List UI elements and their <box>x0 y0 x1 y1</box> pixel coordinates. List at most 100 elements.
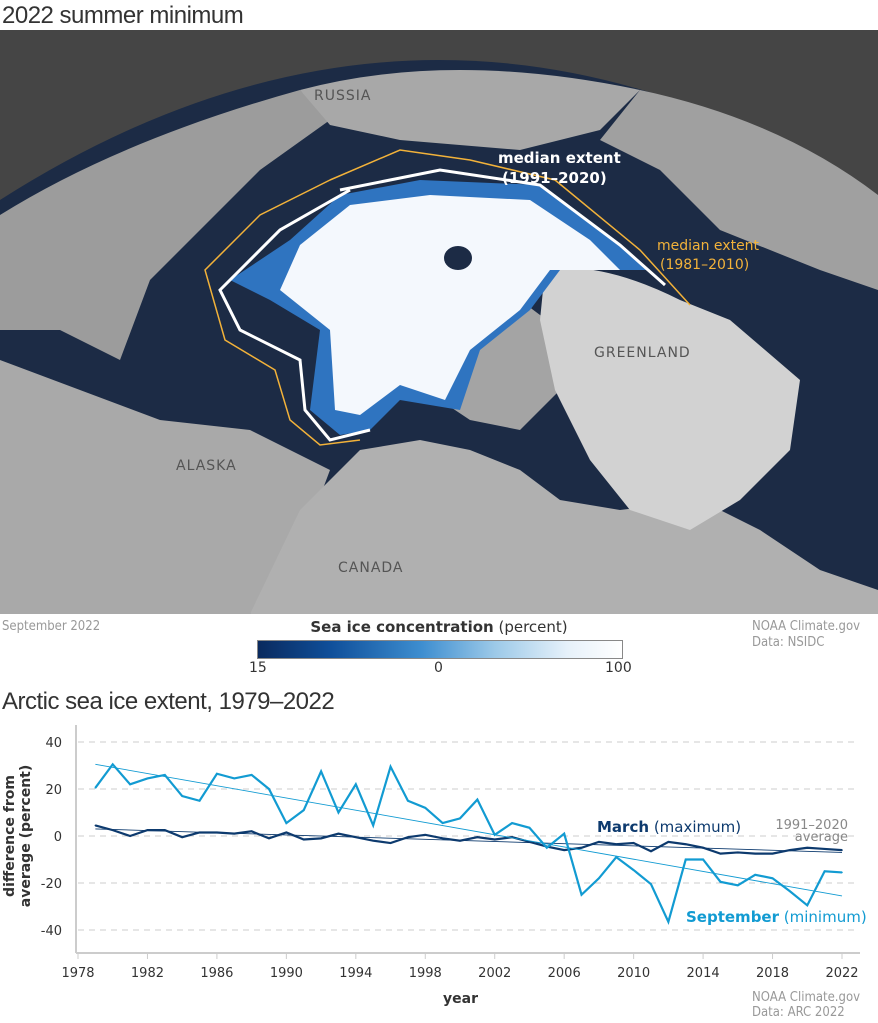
september-point <box>719 881 722 883</box>
september-point <box>771 877 774 880</box>
pole-hole <box>444 246 472 270</box>
map-date: September 2022 <box>2 619 101 634</box>
label-russia: RUSSIA <box>314 88 371 104</box>
september-point <box>841 871 843 874</box>
march-point <box>841 849 843 851</box>
median-extent-1991-2020-line <box>218 168 666 442</box>
march-point <box>719 852 722 855</box>
september-trend-line <box>95 763 843 897</box>
label-greenland: GREENLAND <box>594 345 691 361</box>
legend-march-name: March <box>597 818 649 836</box>
march-point <box>198 831 201 834</box>
x-tick-label: 1990 <box>270 966 303 981</box>
september-point <box>268 788 270 790</box>
y-tick-label: 0 <box>54 830 62 845</box>
chart-credit-1: NOAA Climate.gov <box>752 990 861 1005</box>
september-point <box>320 770 322 773</box>
september-point <box>632 869 635 871</box>
september-point <box>302 809 305 811</box>
x-tick-label: 1998 <box>409 966 442 981</box>
label-alaska: ALASKA <box>176 458 237 474</box>
colorbar-title-main: Sea ice concentration <box>310 618 494 636</box>
march-point <box>337 832 340 835</box>
september-point <box>493 834 496 836</box>
y-tick-label: -20 <box>41 877 62 892</box>
march-point <box>580 846 583 849</box>
september-series-line <box>94 762 843 925</box>
legend-september-suffix: (minimum) <box>784 908 867 926</box>
march-point <box>129 835 131 837</box>
march-point <box>146 829 149 831</box>
september-point <box>111 763 114 766</box>
march-point <box>372 839 374 842</box>
september-point <box>823 870 826 873</box>
september-point <box>441 822 444 824</box>
sea-ice <box>280 195 620 415</box>
land-alaska <box>0 360 330 614</box>
march-point <box>459 839 461 842</box>
september-point <box>667 920 670 923</box>
september-point <box>355 783 357 786</box>
march-point <box>320 837 322 840</box>
march-point <box>667 841 670 843</box>
march-point <box>441 837 444 840</box>
march-point <box>407 836 409 838</box>
march-point <box>355 836 357 838</box>
march-point <box>771 852 774 855</box>
march-point <box>563 849 565 851</box>
baseline-label-2: average <box>795 830 848 845</box>
x-tick-label: 2010 <box>617 966 650 981</box>
march-point <box>528 841 531 843</box>
march-point <box>789 849 791 851</box>
median-extent-1981-2010-line <box>204 149 691 446</box>
september-point <box>94 787 97 789</box>
colorbar-tick: 15 <box>249 660 267 676</box>
september-point <box>511 822 513 824</box>
september-point <box>650 883 652 885</box>
y-axis-label-1: difference from <box>2 775 18 897</box>
september-point <box>424 807 427 809</box>
september-point <box>789 890 791 893</box>
median-1981-label-1: median extent <box>657 238 760 254</box>
land-russia-east <box>0 90 330 360</box>
march-point <box>424 834 427 836</box>
march-point <box>111 829 114 831</box>
march-point <box>823 848 826 850</box>
label-canada: CANADA <box>338 560 404 576</box>
september-point <box>580 893 583 896</box>
land-canada <box>250 440 878 614</box>
legend-march-suffix: (maximum) <box>654 818 741 836</box>
september-point <box>407 799 409 802</box>
x-tick-label: 2014 <box>687 966 720 981</box>
baseline-label-1: 1991–2020 <box>775 818 848 833</box>
x-tick-label: 1986 <box>200 966 233 981</box>
march-point <box>233 832 236 835</box>
september-point <box>164 774 166 776</box>
september-point <box>337 811 340 814</box>
x-axis-label: year <box>443 991 478 1007</box>
colorbar <box>257 640 623 659</box>
chart-credit-2: Data: ARC 2022 <box>752 1005 845 1020</box>
september-point <box>285 822 288 824</box>
march-point <box>650 850 652 853</box>
march-point <box>164 829 166 831</box>
september-point <box>737 884 739 887</box>
september-point <box>181 795 183 797</box>
march-point <box>476 836 479 838</box>
march-point <box>94 824 97 827</box>
march-point <box>754 852 756 855</box>
september-point <box>233 777 236 780</box>
x-tick-label: 2002 <box>478 966 511 981</box>
colorbar-title-unit: (percent) <box>498 618 568 636</box>
march-point <box>737 851 739 854</box>
march-point <box>632 842 635 844</box>
march-point <box>684 843 687 846</box>
september-point <box>754 873 756 876</box>
march-point <box>216 831 218 834</box>
land-russia-west <box>600 90 878 290</box>
legend-march: March (maximum) <box>597 818 741 836</box>
september-point <box>476 798 479 801</box>
land-greenland <box>540 268 800 530</box>
median-1991-label-2: (1991–2020) <box>502 169 607 187</box>
colorbar-title: Sea ice concentration (percent) <box>0 618 878 636</box>
